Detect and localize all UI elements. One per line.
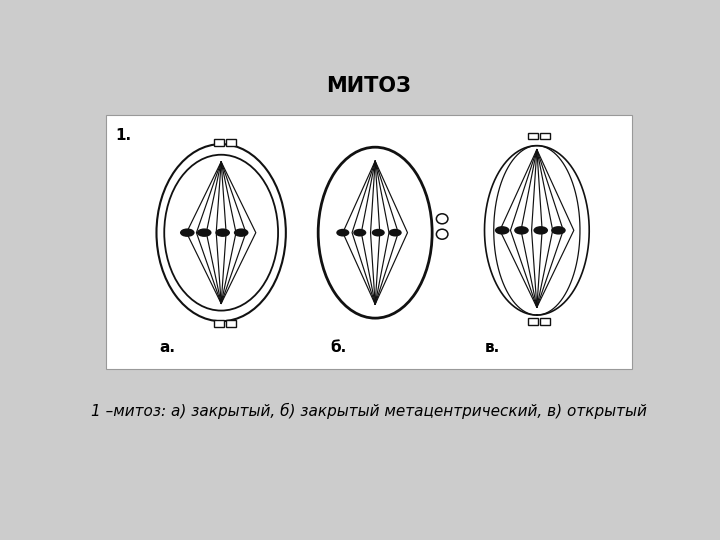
FancyBboxPatch shape — [215, 139, 224, 146]
Text: 1 –митоз: а) закрытый, б) закрытый метацентрический, в) открытый: 1 –митоз: а) закрытый, б) закрытый метац… — [91, 403, 647, 420]
FancyBboxPatch shape — [106, 115, 632, 369]
FancyBboxPatch shape — [528, 132, 539, 139]
FancyBboxPatch shape — [528, 318, 539, 325]
Text: б.: б. — [330, 340, 347, 355]
Ellipse shape — [372, 229, 384, 237]
Ellipse shape — [389, 229, 402, 237]
Ellipse shape — [514, 226, 528, 234]
Ellipse shape — [234, 228, 248, 237]
Text: в.: в. — [485, 340, 500, 355]
Ellipse shape — [551, 226, 566, 234]
Ellipse shape — [336, 229, 349, 237]
Ellipse shape — [534, 226, 548, 234]
Text: 1.: 1. — [115, 128, 131, 143]
Ellipse shape — [495, 226, 510, 234]
Ellipse shape — [197, 228, 212, 237]
FancyBboxPatch shape — [226, 320, 235, 327]
FancyBboxPatch shape — [540, 318, 550, 325]
Ellipse shape — [215, 228, 230, 237]
FancyBboxPatch shape — [215, 320, 224, 327]
Text: а.: а. — [160, 340, 176, 355]
Text: МИТОЗ: МИТОЗ — [327, 76, 411, 96]
Ellipse shape — [180, 228, 194, 237]
Ellipse shape — [354, 229, 366, 237]
FancyBboxPatch shape — [226, 139, 235, 146]
FancyBboxPatch shape — [540, 132, 550, 139]
